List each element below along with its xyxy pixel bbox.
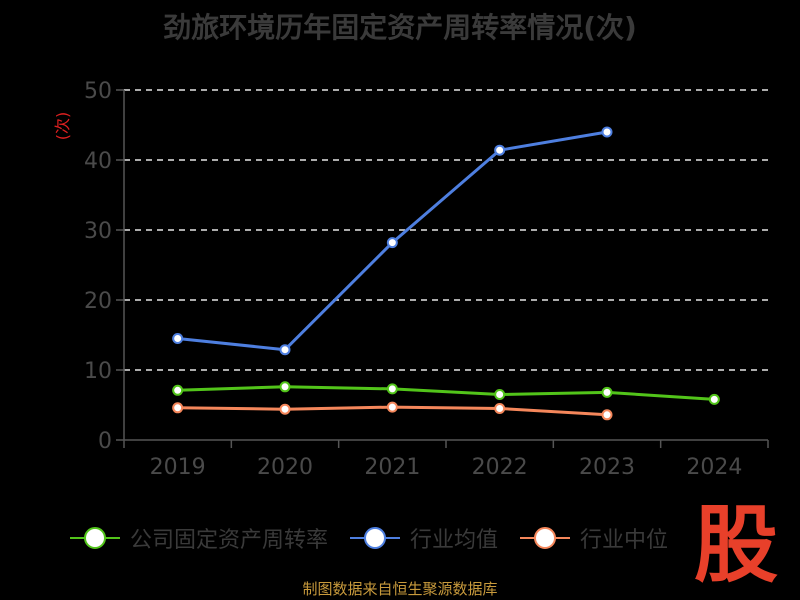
y-axis-label: (次) (53, 112, 72, 141)
series-2-point-2019 (172, 402, 184, 414)
series-0-point-2023 (601, 386, 613, 398)
legend-label-company: 公司固定资产周转率 (130, 528, 329, 553)
series-2-point-2022 (494, 403, 506, 414)
x-tick-label-2023: 2023 (579, 455, 635, 480)
legend-swatch-company (70, 526, 120, 550)
series-1-point-2019 (172, 333, 184, 344)
data-source-note: 制图数据来自恒生聚源数据库 (302, 580, 498, 598)
y-tick-label-0: 0 (98, 429, 112, 454)
series-1-point-2021 (386, 237, 398, 249)
y-tick-label-40: 40 (84, 149, 112, 174)
x-tick-label-2019: 2019 (150, 455, 206, 480)
chart-legend: 公司固定资产周转率 行业均值 行业中位 (70, 520, 668, 556)
x-tick-label-2024: 2024 (686, 455, 742, 480)
series-line-0 (177, 385, 715, 401)
x-tick-label-2021: 2021 (364, 455, 420, 480)
series-2-point-2023 (601, 409, 613, 421)
y-tick-label-50: 50 (84, 79, 112, 104)
series-1-point-2020 (279, 344, 291, 356)
series-2-point-2020 (279, 403, 291, 415)
y-tick-label-20: 20 (84, 289, 112, 314)
series-0-point-2020 (279, 381, 291, 393)
legend-swatch-industry-mean (350, 526, 401, 550)
legend-label-industry-mean: 行业均值 (410, 528, 499, 553)
chart-title: 劲旅环境历年固定资产周转率情况(次) (163, 11, 637, 44)
brand-logo: 股 (693, 496, 778, 594)
legend-item-company[interactable]: 公司固定资产周转率 (70, 522, 328, 554)
legend-item-industry-mean[interactable]: 行业均值 (350, 522, 498, 554)
x-tick-label-2020: 2020 (257, 455, 313, 480)
legend-swatch-industry-median (520, 526, 571, 550)
legend-item-industry-median[interactable]: 行业中位 (520, 522, 668, 554)
series-2-point-2021 (386, 401, 398, 413)
series-0-point-2019 (172, 384, 184, 396)
series-0-point-2024 (708, 393, 720, 405)
x-tick-label-2022: 2022 (472, 455, 528, 480)
legend-label-industry-median: 行业中位 (580, 528, 669, 553)
y-tick-label-30: 30 (84, 219, 112, 244)
y-tick-label-10: 10 (84, 359, 112, 384)
series-1-point-2023 (601, 126, 613, 138)
series-1-point-2022 (494, 144, 506, 156)
series-0-point-2021 (386, 383, 398, 395)
series-0-point-2022 (494, 389, 506, 400)
